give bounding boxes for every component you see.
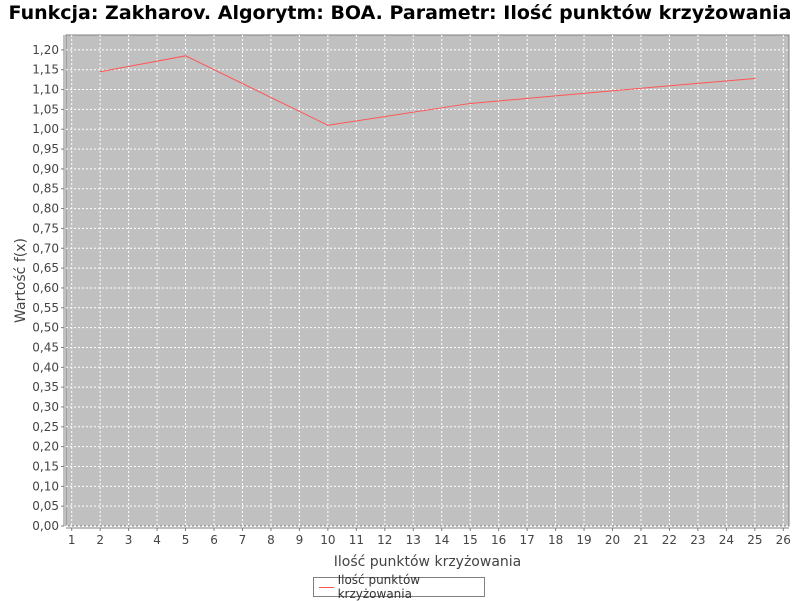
x-tick-label: 11 bbox=[349, 533, 364, 547]
y-tick-label: 0,95 bbox=[32, 142, 59, 156]
x-tick-label: 13 bbox=[406, 533, 421, 547]
legend: Ilość punktów krzyżowania bbox=[313, 573, 485, 601]
series-layer bbox=[99, 55, 756, 126]
x-tick-label: 8 bbox=[267, 533, 275, 547]
x-tick-label: 25 bbox=[747, 533, 762, 547]
y-tick-label: 0,55 bbox=[32, 301, 59, 315]
series-line bbox=[100, 55, 755, 126]
y-tick-label: 0,85 bbox=[32, 182, 59, 196]
x-tick-label: 14 bbox=[434, 533, 449, 547]
data-point bbox=[327, 124, 329, 126]
x-tick-label: 24 bbox=[719, 533, 734, 547]
x-tick-label: 5 bbox=[182, 533, 190, 547]
y-tick-label: 0,90 bbox=[32, 162, 59, 176]
y-axis-title: Wartość f(x) bbox=[13, 238, 29, 323]
y-tick-label: 1,15 bbox=[32, 63, 59, 77]
y-tick-label: 0,45 bbox=[32, 340, 59, 354]
x-tick-label: 23 bbox=[690, 533, 705, 547]
x-tick-label: 6 bbox=[210, 533, 218, 547]
y-tick-label: 0,60 bbox=[32, 281, 59, 295]
x-tick-label: 21 bbox=[633, 533, 648, 547]
x-tick-label: 15 bbox=[463, 533, 478, 547]
x-tick-label: 10 bbox=[320, 533, 335, 547]
x-tick-label: 16 bbox=[491, 533, 506, 547]
y-tick-label: 1,20 bbox=[32, 43, 59, 57]
y-tick-label: 0,70 bbox=[32, 241, 59, 255]
x-tick-label: 22 bbox=[662, 533, 677, 547]
y-tick-label: 1,00 bbox=[32, 122, 59, 136]
x-axis-title: Ilość punktów krzyżowania bbox=[334, 554, 522, 570]
x-tick-label: 2 bbox=[96, 533, 104, 547]
data-point bbox=[611, 90, 614, 92]
y-tick-label: 0,10 bbox=[32, 479, 59, 493]
x-tick-label: 18 bbox=[548, 533, 563, 547]
x-tick-label: 1 bbox=[68, 533, 76, 547]
y-tick-label: 0,00 bbox=[32, 519, 59, 533]
y-tick-label: 0,80 bbox=[32, 202, 59, 216]
grid-lines bbox=[66, 35, 789, 527]
x-tick-label: 17 bbox=[519, 533, 534, 547]
y-tick-label: 0,05 bbox=[32, 499, 59, 513]
y-tick-label: 0,75 bbox=[32, 221, 59, 235]
y-tick-label: 0,65 bbox=[32, 261, 59, 275]
y-tick-label: 1,10 bbox=[32, 83, 59, 97]
x-tick-label: 26 bbox=[776, 533, 791, 547]
y-tick-label: 1,05 bbox=[32, 102, 59, 116]
legend-swatch bbox=[319, 586, 334, 588]
y-tick-label: 0,35 bbox=[32, 380, 59, 394]
data-point bbox=[754, 77, 756, 80]
chart-title: Funkcja: Zakharov. Algorytm: BOA. Parame… bbox=[8, 2, 792, 24]
y-tick-label: 0,25 bbox=[32, 420, 59, 434]
y-tick-label: 0,15 bbox=[32, 459, 59, 473]
plot-area bbox=[65, 34, 790, 527]
x-tick-label: 7 bbox=[239, 533, 247, 547]
x-tick-label: 20 bbox=[605, 533, 620, 547]
legend-label: Ilość punktów krzyżowania bbox=[337, 573, 421, 601]
data-point bbox=[469, 102, 471, 105]
y-tick-label: 0,40 bbox=[32, 360, 59, 374]
data-point bbox=[184, 55, 187, 57]
x-tick-label: 3 bbox=[125, 533, 133, 547]
y-tick-label: 0,20 bbox=[32, 440, 59, 454]
x-tick-label: 19 bbox=[576, 533, 591, 547]
y-tick-label: 0,30 bbox=[32, 400, 59, 414]
x-tick-label: 4 bbox=[153, 533, 161, 547]
x-tick-label: 9 bbox=[296, 533, 304, 547]
x-tick-label: 12 bbox=[377, 533, 392, 547]
y-tick-label: 0,50 bbox=[32, 321, 59, 335]
data-point bbox=[99, 71, 101, 73]
axes: 1 2 3 4 5 6 7 8 9 10 11 12 13 14 15 16 17 18 19 20 21 22 23 24 2… bbox=[32, 35, 791, 547]
